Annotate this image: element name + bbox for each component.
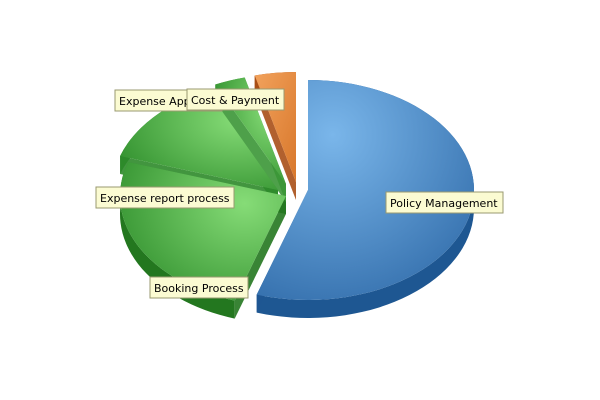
svg-text:Expense report process: Expense report process — [100, 192, 230, 205]
pie-slice-policy-management[interactable] — [256, 80, 475, 301]
pie-wall-expense-approval-0 — [215, 84, 286, 202]
label-cost-payment: Cost & Payment — [186, 88, 285, 111]
label-policy: Policy Management — [385, 191, 504, 214]
pie-tops — [120, 72, 475, 301]
pie-slice-expense-report-process[interactable] — [120, 90, 278, 190]
label-booking: Booking Process — [149, 276, 249, 299]
label-expense-report: Expense report process — [95, 186, 235, 209]
pie-labels: Policy Management Booking Process Expense … — [95, 88, 504, 299]
svg-text:Policy Management: Policy Management — [390, 197, 498, 210]
svg-text:Cost & Payment: Cost & Payment — [191, 94, 280, 107]
svg-text:Booking Process: Booking Process — [154, 282, 244, 295]
